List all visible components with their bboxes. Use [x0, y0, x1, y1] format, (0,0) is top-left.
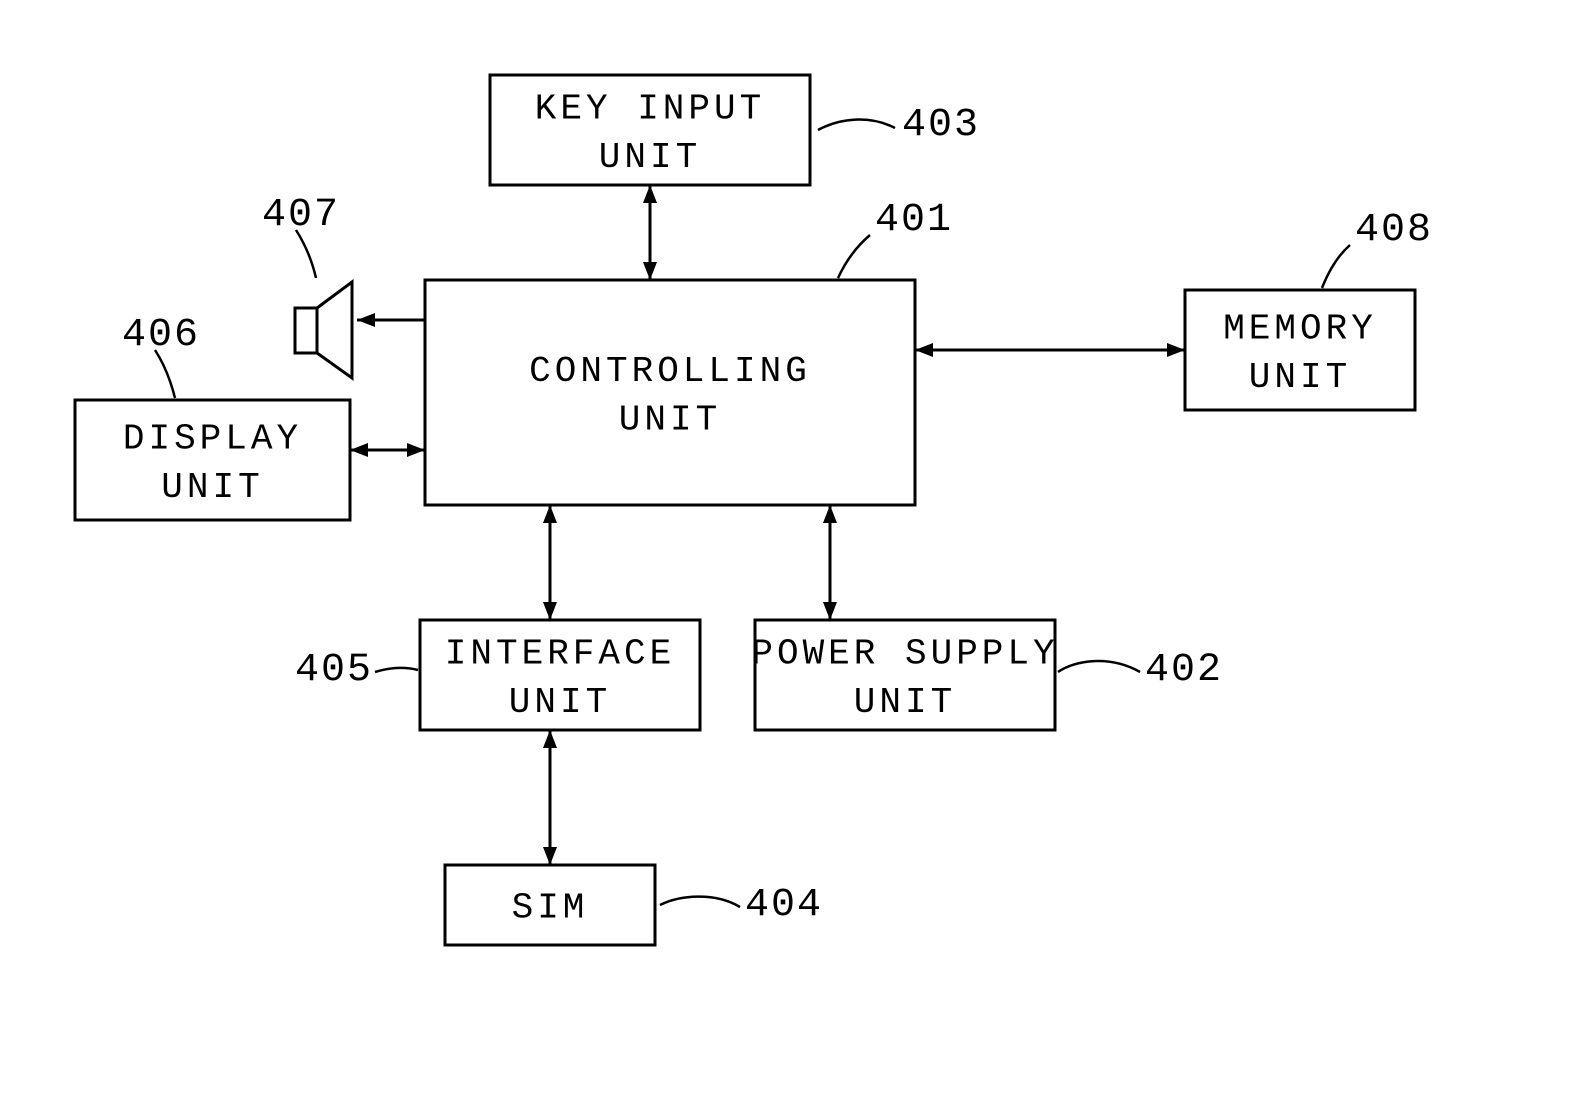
arrowhead: [543, 730, 557, 748]
arrowhead: [357, 313, 375, 327]
node-sim-label-0: SIM: [512, 888, 589, 929]
arrowhead: [823, 602, 837, 620]
leader-sim: [660, 897, 740, 907]
node-interface-label-0: INTERFACE: [445, 633, 675, 674]
arrowhead: [915, 343, 933, 357]
node-power-label-0: POWER SUPPLY: [751, 633, 1058, 674]
node-interface-label-1: UNIT: [509, 682, 611, 723]
ref-speaker: 407: [262, 193, 340, 238]
arrowhead: [543, 847, 557, 865]
node-key_input-label-0: KEY INPUT: [535, 88, 765, 129]
arrowhead: [543, 505, 557, 523]
arrowhead: [823, 505, 837, 523]
node-display-label-1: UNIT: [161, 467, 263, 508]
leader-power: [1058, 661, 1140, 672]
ref-interface: 405: [295, 648, 373, 693]
node-display-label-0: DISPLAY: [123, 418, 302, 459]
ref-sim: 404: [745, 883, 823, 928]
ref-key_input: 403: [902, 103, 980, 148]
leader-memory: [1322, 245, 1350, 288]
arrowhead: [643, 262, 657, 280]
leader-key_input: [818, 120, 895, 130]
node-controlling: [425, 280, 915, 505]
node-key_input-label-1: UNIT: [599, 137, 701, 178]
node-memory-label-1: UNIT: [1249, 357, 1351, 398]
ref-controlling: 401: [875, 198, 953, 243]
block-diagram: CONTROLLING UNIT 401 KEY INPUT UNIT 403 MEMORY…: [0, 0, 1569, 1104]
ref-display: 406: [122, 313, 200, 358]
arrowhead: [543, 602, 557, 620]
arrowhead: [643, 185, 657, 203]
node-power-label-1: UNIT: [854, 682, 956, 723]
ref-memory: 408: [1355, 208, 1433, 253]
arrowhead: [1167, 343, 1185, 357]
arrowhead: [407, 443, 425, 457]
node-memory-label-0: MEMORY: [1223, 308, 1377, 349]
node-controlling-label-0: CONTROLLING: [529, 351, 811, 392]
node-controlling-label-1: UNIT: [619, 399, 721, 440]
ref-power: 402: [1145, 648, 1223, 693]
speaker-icon-cone: [317, 282, 352, 378]
speaker-icon-body: [295, 308, 317, 353]
leader-controlling: [838, 235, 870, 278]
leader-interface: [375, 668, 418, 672]
arrowhead: [350, 443, 368, 457]
